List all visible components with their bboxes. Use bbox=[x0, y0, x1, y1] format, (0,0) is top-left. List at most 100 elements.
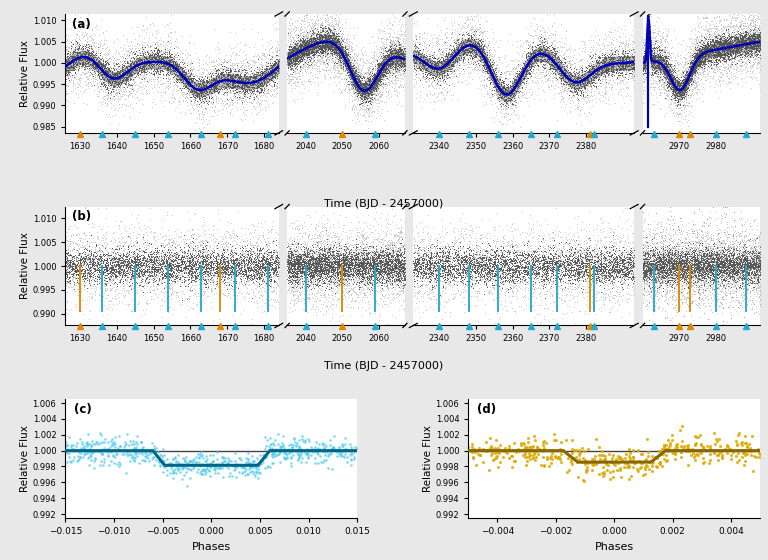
Point bbox=[608, 277, 621, 286]
Point bbox=[744, 31, 756, 40]
Point bbox=[717, 268, 729, 277]
Point bbox=[616, 44, 628, 53]
Point bbox=[118, 257, 130, 266]
Point bbox=[657, 67, 669, 76]
Point bbox=[519, 239, 531, 248]
Point bbox=[688, 58, 700, 67]
Point bbox=[141, 81, 153, 90]
Point bbox=[730, 62, 742, 71]
Point bbox=[737, 272, 750, 281]
Point bbox=[372, 86, 384, 95]
Point bbox=[214, 69, 226, 78]
Point bbox=[139, 224, 151, 233]
Point bbox=[334, 43, 346, 52]
Point bbox=[394, 69, 406, 78]
Point bbox=[385, 92, 397, 101]
Point bbox=[745, 278, 757, 287]
Point bbox=[507, 64, 519, 73]
Point bbox=[210, 66, 223, 74]
Point bbox=[482, 269, 495, 278]
Point bbox=[150, 53, 162, 62]
Point bbox=[715, 48, 727, 57]
Point bbox=[173, 251, 185, 260]
Point bbox=[472, 54, 485, 63]
Point bbox=[686, 262, 698, 271]
Point bbox=[99, 57, 111, 66]
Point bbox=[471, 264, 483, 273]
Point bbox=[91, 92, 104, 101]
Point bbox=[521, 279, 534, 288]
Point bbox=[363, 262, 376, 271]
Point bbox=[681, 255, 694, 264]
Point bbox=[591, 240, 603, 249]
Point bbox=[227, 258, 239, 267]
Point bbox=[88, 57, 101, 66]
Point bbox=[439, 72, 451, 81]
Point bbox=[691, 259, 703, 268]
Point bbox=[443, 80, 455, 89]
Point bbox=[750, 32, 762, 41]
Point bbox=[707, 30, 720, 39]
Point bbox=[492, 83, 505, 92]
Point bbox=[354, 90, 366, 99]
Point bbox=[325, 47, 337, 56]
Point bbox=[157, 54, 169, 63]
Point bbox=[71, 77, 84, 86]
Point bbox=[683, 67, 695, 76]
Point bbox=[327, 54, 339, 63]
Point bbox=[351, 260, 363, 269]
Point bbox=[684, 229, 696, 238]
Point bbox=[191, 91, 204, 100]
Point bbox=[350, 260, 362, 269]
Point bbox=[353, 74, 365, 83]
Point bbox=[468, 234, 481, 242]
Point bbox=[720, 22, 732, 31]
Point bbox=[674, 91, 686, 100]
Point bbox=[702, 41, 714, 50]
Point bbox=[414, 253, 426, 262]
Point bbox=[241, 449, 253, 458]
Point bbox=[353, 267, 366, 276]
Point bbox=[453, 48, 465, 57]
Point bbox=[750, 39, 763, 48]
Point bbox=[106, 79, 118, 88]
Point bbox=[703, 46, 716, 55]
Point bbox=[111, 72, 123, 81]
Point bbox=[475, 272, 488, 281]
Point bbox=[59, 438, 71, 447]
Point bbox=[222, 263, 234, 272]
Point bbox=[195, 268, 207, 277]
Point bbox=[657, 64, 670, 73]
Point bbox=[121, 75, 133, 84]
Point bbox=[627, 63, 639, 72]
Point bbox=[141, 57, 154, 66]
Point bbox=[339, 249, 352, 258]
Point bbox=[637, 58, 650, 67]
Point bbox=[743, 28, 756, 37]
Point bbox=[94, 56, 106, 65]
Point bbox=[413, 73, 425, 82]
Point bbox=[70, 74, 82, 83]
Point bbox=[449, 47, 462, 56]
Point bbox=[731, 36, 743, 45]
Point bbox=[737, 241, 750, 250]
Point bbox=[386, 262, 399, 270]
Point bbox=[159, 250, 171, 259]
Point bbox=[641, 279, 653, 288]
Point bbox=[176, 57, 188, 66]
Point bbox=[255, 54, 267, 63]
Point bbox=[481, 63, 493, 72]
Point bbox=[644, 270, 657, 279]
Point bbox=[229, 283, 241, 292]
Point bbox=[362, 271, 375, 280]
Point bbox=[231, 81, 243, 90]
Point bbox=[429, 251, 442, 260]
Point bbox=[699, 51, 711, 60]
Point bbox=[546, 263, 558, 272]
Point bbox=[442, 242, 455, 251]
Point bbox=[716, 245, 728, 254]
Point bbox=[521, 246, 533, 255]
Point bbox=[657, 261, 669, 270]
Point bbox=[429, 267, 441, 276]
Point bbox=[708, 48, 720, 57]
